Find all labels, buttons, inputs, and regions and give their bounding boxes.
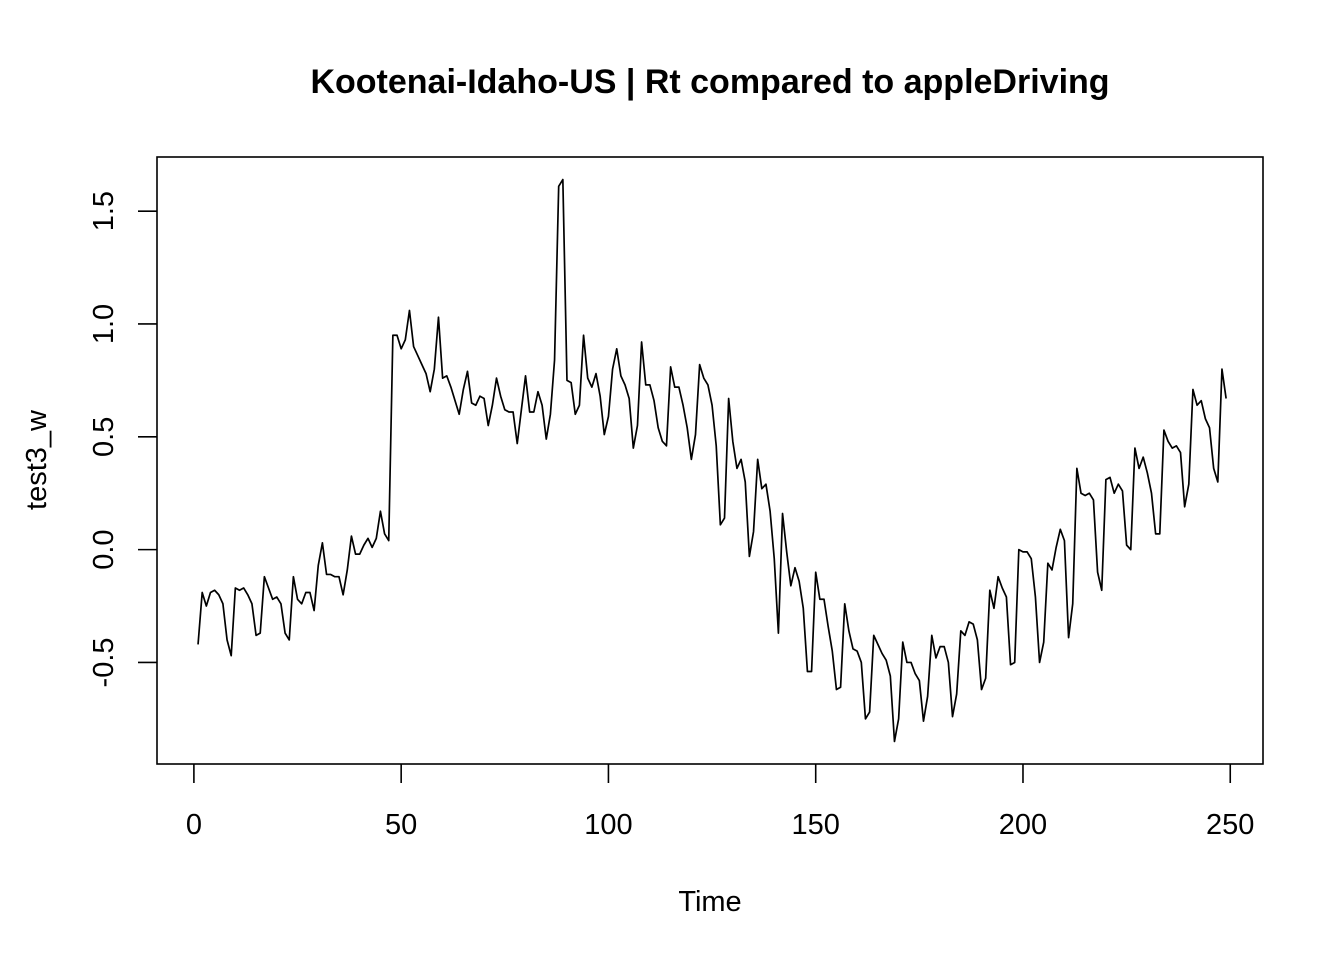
y-axis: -0.5 0.0 0.5 1.0 1.5 <box>88 191 157 687</box>
x-axis: 0 50 100 150 200 250 <box>186 764 1254 841</box>
x-axis-label: Time <box>678 886 741 918</box>
plot-frame <box>156 156 1264 765</box>
y-tick-label: 0.5 <box>88 417 120 457</box>
y-tick-label: 1.5 <box>88 191 120 231</box>
y-tick-label: 1.0 <box>88 304 120 344</box>
x-tick-label: 250 <box>1206 809 1254 841</box>
x-tick-label: 50 <box>385 809 417 841</box>
x-tick-label: 0 <box>186 809 202 841</box>
x-tick-label: 200 <box>999 809 1047 841</box>
x-tick-label: 150 <box>792 809 840 841</box>
y-tick-label: -0.5 <box>88 637 120 687</box>
y-tick-label: 0.0 <box>88 529 120 569</box>
x-tick-label: 100 <box>584 809 632 841</box>
y-axis-label: test3_w <box>21 409 53 510</box>
series-line <box>197 178 1227 743</box>
chart-title: Kootenai-Idaho-US | Rt compared to apple… <box>310 63 1109 101</box>
